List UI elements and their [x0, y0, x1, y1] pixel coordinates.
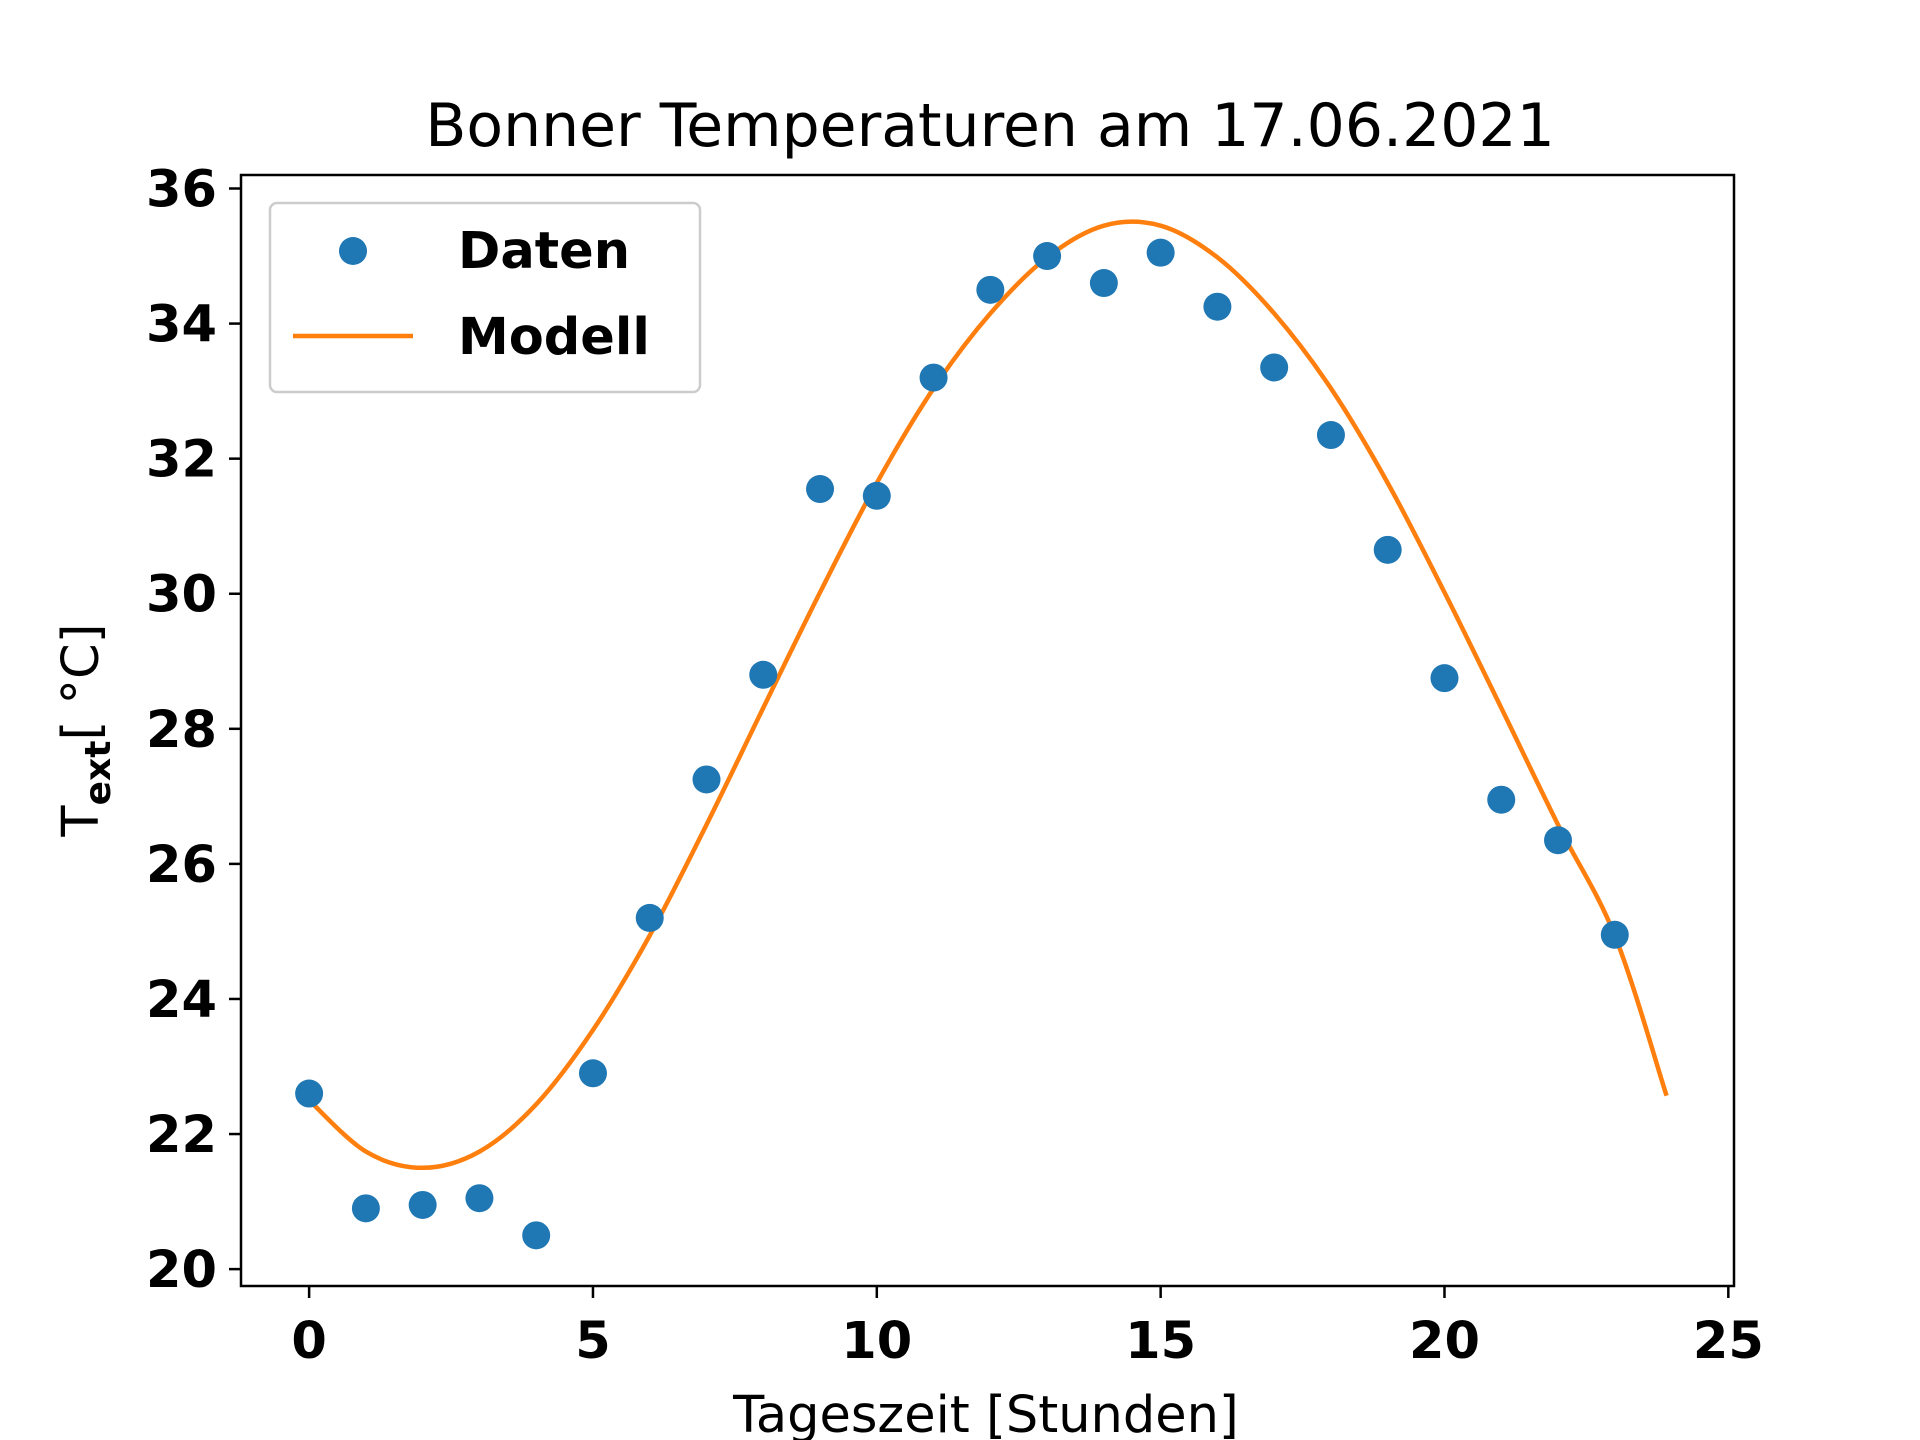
- data-point: [1146, 238, 1175, 267]
- data-point: [1430, 664, 1459, 693]
- data-point: [408, 1190, 437, 1219]
- x-axis-label: Tageszeit [Stunden]: [732, 1386, 1239, 1440]
- data-point: [1089, 269, 1118, 298]
- x-tick-label: 0: [291, 1312, 327, 1371]
- data-point: [692, 765, 721, 794]
- data-point: [749, 660, 778, 689]
- y-axis: 20 22 24 26 28 30 32 34 36: [146, 161, 241, 1300]
- data-point: [1544, 826, 1573, 855]
- series-layer: [295, 219, 1669, 1250]
- data-point: [465, 1184, 494, 1213]
- data-point: [522, 1221, 551, 1250]
- data-point: [806, 475, 835, 504]
- legend-label-daten: Daten: [458, 222, 630, 281]
- y-tick-label: 30: [146, 566, 217, 625]
- y-tick-label: 20: [146, 1241, 217, 1300]
- y-tick-label: 24: [146, 971, 217, 1030]
- data-point: [635, 903, 664, 932]
- x-axis: 0 5 10 15 20 25: [291, 1286, 1764, 1371]
- x-tick-label: 5: [575, 1312, 611, 1371]
- y-tick-label: 36: [146, 161, 217, 220]
- y-tick-label: 28: [146, 701, 217, 760]
- y-axis-label: Text[ °C]: [52, 623, 119, 837]
- plot-frame: [239, 173, 1736, 1288]
- y-tick-label: 32: [146, 431, 217, 490]
- data-point: [862, 481, 891, 510]
- legend: Daten Modell: [268, 201, 702, 394]
- y-tick-label: 26: [146, 836, 217, 895]
- data-point: [1033, 242, 1062, 271]
- y-tick-label: 22: [146, 1106, 217, 1165]
- data-point: [1203, 292, 1232, 321]
- data-point: [976, 275, 1005, 304]
- legend-label-modell: Modell: [458, 308, 650, 367]
- data-point: [351, 1194, 380, 1223]
- x-tick-label: 15: [1125, 1312, 1196, 1371]
- y-axis-label-subscript: ext: [78, 741, 119, 806]
- y-axis-label-unit: [ °C]: [52, 623, 111, 740]
- modell-line: [305, 219, 1669, 1171]
- data-point: [578, 1059, 607, 1088]
- x-tick-label: 20: [1409, 1312, 1480, 1371]
- chart-title: Bonner Temperaturen am 17.06.2021: [425, 91, 1555, 161]
- data-point: [1316, 421, 1345, 450]
- y-axis-label-symbol: T: [52, 805, 111, 838]
- data-point: [1600, 920, 1629, 949]
- legend-marker-daten: [339, 237, 367, 265]
- data-point: [295, 1079, 324, 1108]
- data-point: [1373, 535, 1402, 564]
- x-tick-label: 10: [841, 1312, 912, 1371]
- data-point: [919, 363, 948, 392]
- legend-box: [268, 201, 702, 394]
- x-tick-label: 25: [1693, 1312, 1764, 1371]
- data-point: [1260, 353, 1289, 382]
- y-tick-label: 34: [146, 296, 217, 355]
- data-point: [1487, 785, 1516, 814]
